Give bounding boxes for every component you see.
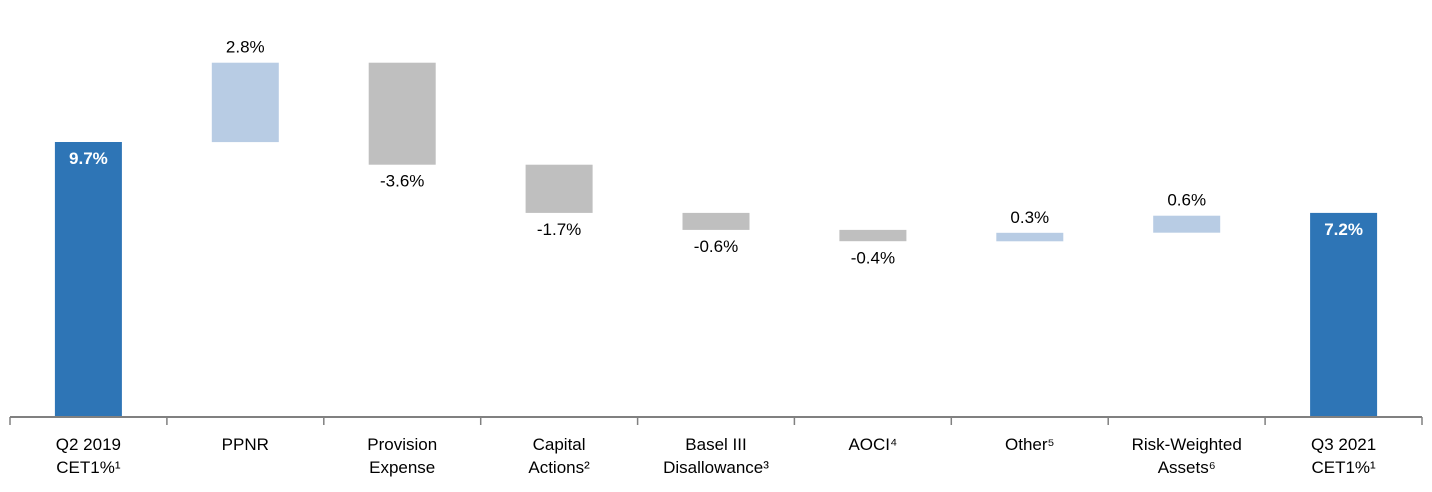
total-bar bbox=[1310, 212, 1378, 417]
data-labels-group: 9.7% 2.8% -3.6% -1.7% -0.6% -0.4% 0.3% 0.6% 7.2% bbox=[69, 38, 1363, 268]
decrease-bar bbox=[682, 212, 750, 230]
x-tick-label-line: AOCI⁴ bbox=[848, 435, 897, 454]
data-label: -3.6% bbox=[380, 172, 424, 191]
x-tick-label: Q3 2021 CET1%¹ bbox=[1311, 435, 1376, 477]
data-label: 9.7% bbox=[69, 149, 108, 168]
increase-bar bbox=[1153, 215, 1221, 233]
x-axis: Q2 2019 CET1%¹ PPNR Provision Expense Capital… bbox=[9, 416, 1423, 477]
x-tick-label-line: Actions² bbox=[528, 458, 590, 477]
x-tick-label: AOCI⁴ bbox=[848, 435, 897, 454]
x-tick-label: PPNR bbox=[222, 435, 269, 454]
total-bar bbox=[54, 142, 122, 417]
x-tick-label-line: Q3 2021 bbox=[1311, 435, 1376, 454]
x-tick-label: Q2 2019 CET1%¹ bbox=[56, 435, 121, 477]
x-tick-label-line: Q2 2019 bbox=[56, 435, 121, 454]
data-label: 0.6% bbox=[1167, 191, 1206, 210]
x-tick-label-line: Risk-Weighted bbox=[1132, 435, 1242, 454]
data-label: -0.4% bbox=[851, 248, 895, 267]
x-tick-label-line: PPNR bbox=[222, 435, 269, 454]
x-tick-label: Risk-Weighted Assets⁶ bbox=[1132, 435, 1242, 477]
decrease-bar bbox=[525, 164, 593, 213]
data-label: 0.3% bbox=[1010, 208, 1049, 227]
x-tick-label-line: Other⁵ bbox=[1005, 435, 1055, 454]
data-label: 7.2% bbox=[1324, 220, 1363, 239]
increase-bar bbox=[211, 62, 279, 143]
x-tick-label-line: Capital bbox=[533, 435, 586, 454]
data-label: 2.8% bbox=[226, 38, 265, 57]
x-tick-label: Other⁵ bbox=[1005, 435, 1055, 454]
x-tick-label: Basel III Disallowance³ bbox=[663, 435, 769, 477]
data-label: -1.7% bbox=[537, 220, 581, 239]
x-tick-label-line: Disallowance³ bbox=[663, 458, 769, 477]
x-tick-label-line: Expense bbox=[369, 458, 435, 477]
x-tick-label: Provision Expense bbox=[367, 435, 437, 477]
x-tick-label-line: CET1%¹ bbox=[1311, 458, 1376, 477]
x-tick-label: Capital Actions² bbox=[528, 435, 590, 477]
x-tick-label-line: Provision bbox=[367, 435, 437, 454]
decrease-bar bbox=[839, 229, 907, 242]
data-label: -0.6% bbox=[694, 237, 738, 256]
bars-group bbox=[54, 62, 1378, 417]
decrease-bar bbox=[368, 62, 436, 165]
x-tick-label-line: Assets⁶ bbox=[1158, 458, 1216, 477]
increase-bar bbox=[996, 232, 1064, 242]
x-tick-label-line: Basel III bbox=[685, 435, 746, 454]
x-tick-label-line: CET1%¹ bbox=[56, 458, 121, 477]
